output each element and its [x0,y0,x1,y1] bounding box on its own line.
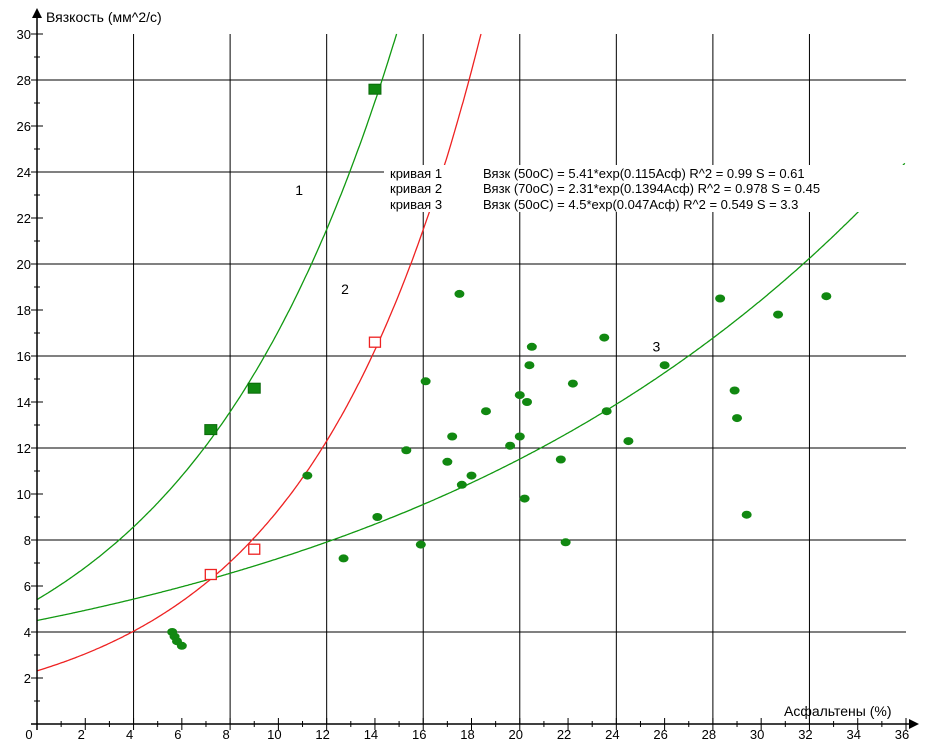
x-tick-label: 12 [315,727,329,742]
y-tick-label: 10 [17,487,31,502]
y-tick-label: 20 [17,257,31,272]
x-tick-label: 14 [364,727,378,742]
data-point-dot [505,441,516,450]
data-point-dot [732,414,743,423]
legend-formula-3: Вязк (50оС) = 4.5*exp(0.047Асф) R^2 = 0.… [483,197,798,212]
x-tick-label: 0 [25,727,32,742]
data-point-square [204,424,218,436]
legend-background [384,165,910,212]
data-point-dot [715,294,726,303]
data-point-open-square [248,543,261,555]
x-tick-label: 32 [798,727,812,742]
data-point-dot [447,432,458,441]
data-point-dot [560,538,571,547]
y-tick-label: 8 [24,533,31,548]
y-tick-label: 22 [17,211,31,226]
fit-curve-2 [36,33,482,672]
data-point-dot [454,289,465,298]
data-point-dot [821,292,832,301]
curve-label-3: 3 [653,338,661,354]
data-point-dot [514,432,525,441]
x-axis-title: Асфальтены (%) [784,703,892,719]
x-tick-label: 20 [509,727,523,742]
data-point-dot [526,342,537,351]
x-tick-label: 8 [222,727,229,742]
y-tick-label: 6 [24,579,31,594]
x-tick-label: 30 [750,727,764,742]
x-tick-label: 22 [557,727,571,742]
x-tick-label: 34 [846,727,860,742]
y-tick-label: 30 [17,27,31,42]
data-point-square [368,83,382,95]
y-tick-label: 12 [17,441,31,456]
data-point-dot [456,480,467,489]
data-point-dot [401,446,412,455]
axes [31,8,919,730]
fit-curve-1 [36,33,398,601]
data-point-dot [372,513,383,521]
curve-labels: 1 2 3 [295,182,660,354]
data-point-dot [420,377,431,386]
legend-formula-1: Вязк (50оС) = 5.41*exp(0.115Асф) R^2 = 0… [483,166,805,181]
fit-curve-3 [36,162,906,622]
x-tick-label: 36 [895,727,909,742]
data-point-dot [555,455,566,464]
data-point-dot [514,391,525,400]
data-point-dot [442,457,453,466]
y-tick-label: 2 [24,671,31,686]
y-axis-title: Вязкость (мм^2/с) [46,9,162,25]
data-points [167,83,832,650]
grid [37,34,906,724]
data-point-dot [741,510,752,519]
y-tick-label: 24 [17,165,31,180]
curve-label-2: 2 [341,281,349,297]
data-point-open-square [368,336,382,348]
x-tick-label: 24 [605,727,619,742]
x-tick-label: 4 [126,727,133,742]
data-point-dot [466,471,477,480]
y-tick-label: 16 [17,349,31,364]
data-point-dot [176,641,187,650]
fit-curves [36,33,906,672]
y-axis-arrow [32,8,42,18]
x-axis-arrow [909,719,919,729]
y-tick-label: 26 [17,119,31,134]
data-point-square [247,382,261,394]
data-point-dot [623,437,634,446]
legend-formula-2: Вязк (70оС) = 2.31*exp(0.1394Асф) R^2 = … [483,181,820,196]
data-point-dot [302,471,313,480]
y-tick-label: 4 [24,625,31,640]
legend-label-2: кривая 2 [390,181,442,196]
data-point-dot [601,407,612,416]
data-point-dot [729,386,740,395]
data-point-dot [524,361,535,370]
data-point-dot [659,361,670,370]
x-tick-label: 28 [702,727,716,742]
data-point-dot [338,554,349,563]
curve-label-1: 1 [295,182,303,198]
data-point-dot [480,407,491,416]
legend-label-1: кривая 1 [390,166,442,181]
x-tick-label: 16 [412,727,426,742]
data-point-dot [519,494,530,503]
y-tick-label: 18 [17,303,31,318]
data-point-dot [773,310,784,319]
x-tick-label: 18 [460,727,474,742]
data-point-dot [567,379,578,388]
legend-label-3: кривая 3 [390,197,442,212]
y-tick-label: 14 [17,395,31,410]
data-point-dot [599,333,610,342]
tick-labels: 0 2 4 6 8 10 12 14 16 18 20 22 24 26 28 30 32 34 362468101… [17,27,910,742]
data-point-dot [415,540,426,549]
x-tick-label: 26 [653,727,667,742]
data-point-open-square [204,568,217,581]
data-point-dot [522,398,533,406]
legend: кривая 1 Вязк (50оС) = 5.41*exp(0.115Асф… [390,166,820,212]
x-tick-label: 10 [267,727,281,742]
y-tick-label: 28 [17,73,31,88]
x-tick-label: 2 [78,727,85,742]
x-tick-label: 6 [174,727,181,742]
